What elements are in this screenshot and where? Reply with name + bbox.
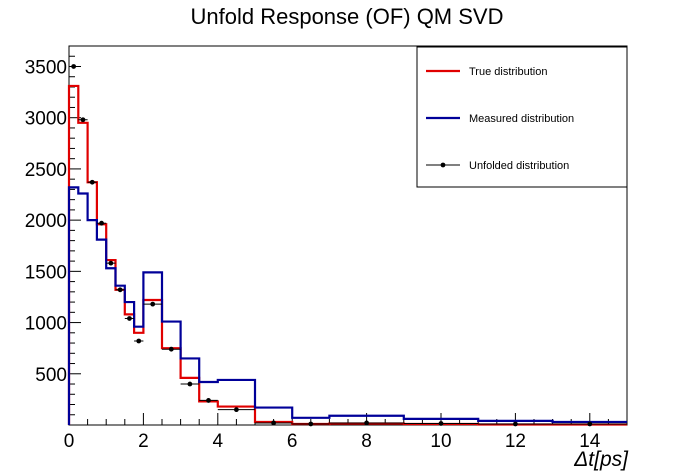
y-axis: 500 1000 1500 2000 2500 3000 3500 bbox=[25, 55, 81, 416]
legend-marker-3 bbox=[440, 162, 446, 168]
series-2-step-line bbox=[67, 186, 627, 425]
unfolded-point bbox=[168, 346, 174, 352]
legend: True distribution Measured distribution Un… bbox=[416, 46, 628, 188]
unfolded-point bbox=[150, 301, 156, 307]
unfolded-point bbox=[206, 398, 211, 403]
unfolded-point bbox=[364, 420, 369, 426]
unfolded-point bbox=[108, 260, 114, 266]
x-tick-label: 2 bbox=[138, 431, 149, 452]
unfolded-point bbox=[271, 420, 276, 426]
y-tick-label: 1500 bbox=[25, 262, 67, 283]
y-tick-label: 3500 bbox=[25, 57, 67, 78]
x-axis-label: Δt[ps] bbox=[573, 448, 629, 471]
unfolded-point bbox=[99, 220, 104, 226]
y-tick-label: 500 bbox=[35, 365, 67, 386]
y-tick-label: 2500 bbox=[25, 160, 67, 181]
unfolded-point bbox=[80, 117, 86, 123]
y-tick-label: 3000 bbox=[25, 109, 67, 130]
x-tick-label: 10 bbox=[430, 431, 451, 452]
unfolded-point bbox=[117, 287, 123, 293]
x-axis: 0 2 4 6 8 10 12 14 bbox=[64, 413, 628, 452]
legend-label-3: Unfolded distribution bbox=[469, 160, 569, 172]
unfolded-point bbox=[136, 338, 142, 344]
chart-title: Unfold Response (OF) QM SVD bbox=[191, 4, 504, 29]
unfolded-point bbox=[89, 179, 95, 185]
unfolded-point bbox=[234, 407, 239, 413]
unfolded-point bbox=[71, 64, 77, 69]
unfolded-point bbox=[187, 381, 193, 387]
unfolded-point bbox=[513, 421, 518, 427]
series-layer bbox=[67, 64, 627, 427]
x-tick-label: 6 bbox=[287, 431, 298, 452]
unfolded-point bbox=[438, 421, 444, 426]
unfolded-point bbox=[308, 421, 314, 427]
x-tick-label: 0 bbox=[64, 431, 75, 452]
unfolded-point bbox=[127, 316, 132, 321]
legend-label-2: Measured distribution bbox=[469, 113, 574, 125]
y-tick-label: 2000 bbox=[25, 211, 67, 232]
legend-label-1: True distribution bbox=[469, 66, 547, 78]
x-tick-label: 12 bbox=[505, 431, 526, 452]
x-tick-label: 14 bbox=[579, 431, 601, 452]
x-tick-label: 4 bbox=[213, 431, 224, 452]
x-tick-label: 8 bbox=[361, 431, 372, 452]
unfolded-point bbox=[587, 421, 593, 427]
y-tick-label: 1000 bbox=[25, 314, 67, 335]
